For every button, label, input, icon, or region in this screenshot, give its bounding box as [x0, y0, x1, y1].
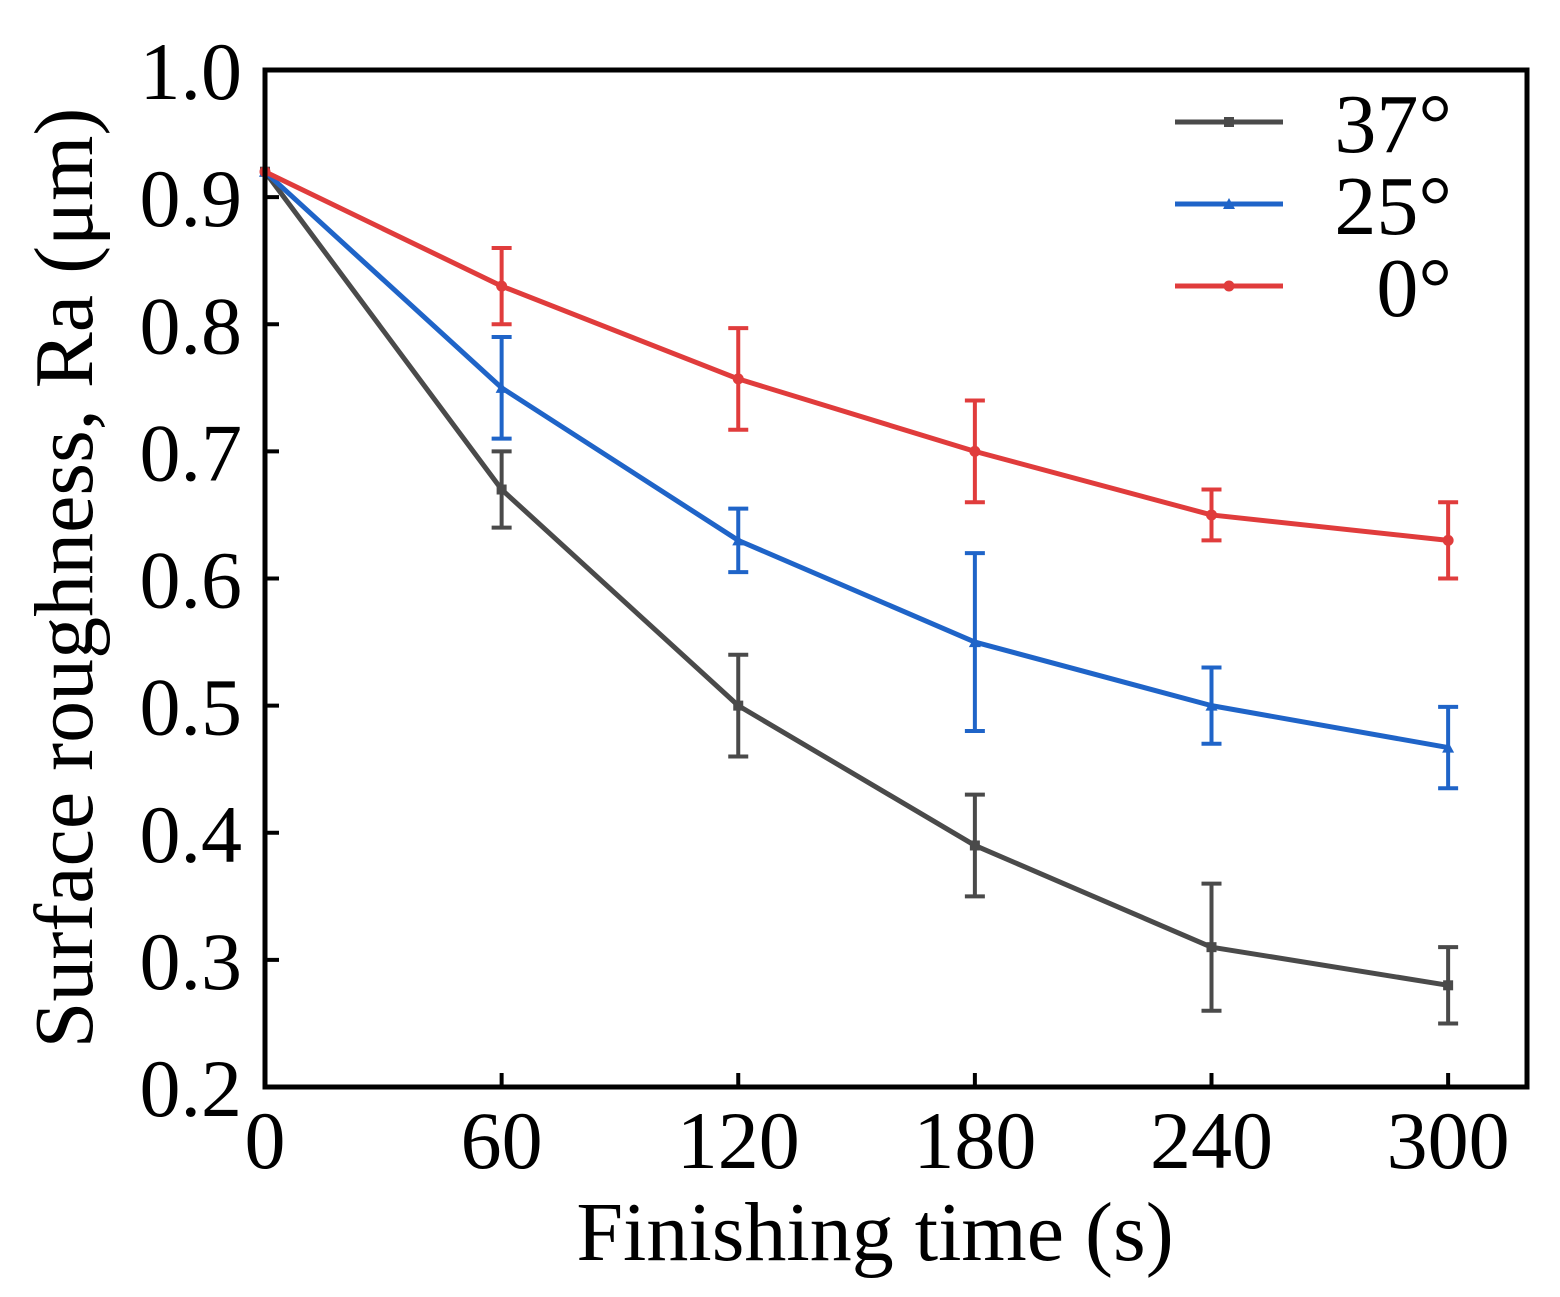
x-tick-label: 240: [1150, 1095, 1273, 1186]
y-tick-label: 0.7: [140, 407, 243, 498]
data-point: [1442, 741, 1455, 753]
y-tick-label: 0.3: [140, 916, 243, 1007]
ticks-layer: 0 60 120 180 240 300 0.2 0.3 0.4 0.5 0.6 0.7 0.8 0.9 1…: [140, 26, 1510, 1186]
data-point: [1442, 534, 1454, 546]
data-point: [732, 534, 745, 546]
data-point: [495, 381, 508, 393]
legend-swatch-marker: [1223, 198, 1235, 209]
x-tick-label: 180: [913, 1095, 1036, 1186]
legend-label: 37°: [1334, 78, 1452, 171]
data-point: [968, 636, 981, 648]
legend-label: 25°: [1334, 160, 1452, 253]
series-1: [259, 165, 1459, 791]
data-point: [1205, 699, 1218, 711]
x-tick-label: 120: [677, 1095, 800, 1186]
legend: 37°25°0°: [1175, 78, 1452, 335]
x-tick-label: 300: [1387, 1095, 1510, 1186]
legend-item: 37°: [1175, 78, 1452, 171]
x-tick-label: 60: [461, 1095, 543, 1186]
series-layer: [259, 165, 1459, 1026]
data-point: [496, 484, 507, 495]
x-axis-title: Finishing time (s): [576, 1186, 1173, 1279]
data-point: [1206, 942, 1217, 953]
data-point: [969, 840, 980, 851]
data-point: [733, 700, 744, 711]
data-point: [1443, 980, 1454, 991]
y-tick-label: 0.2: [140, 1043, 243, 1134]
legend-item: 25°: [1175, 160, 1452, 253]
x-tick-label: 0: [245, 1095, 286, 1186]
y-tick-label: 0.9: [140, 153, 243, 244]
y-tick-label: 0.4: [140, 789, 243, 880]
data-point: [732, 373, 744, 385]
legend-swatch-marker: [1223, 280, 1235, 292]
y-tick-label: 0.8: [140, 280, 243, 371]
legend-item: 0°: [1175, 242, 1452, 335]
series-2: [259, 166, 1459, 581]
legend-label: 0°: [1376, 242, 1452, 335]
series-line: [262, 170, 1449, 988]
legend-swatch-marker: [1224, 117, 1234, 127]
y-tick-label: 0.6: [140, 535, 243, 626]
y-axis-title: Surface roughness, Ra (μm): [18, 108, 111, 1049]
series-line: [263, 169, 1449, 751]
data-point: [969, 445, 981, 457]
data-point: [1206, 509, 1217, 521]
y-tick-label: 0.5: [140, 662, 243, 753]
series-line: [263, 169, 1449, 543]
data-point: [496, 280, 508, 292]
series-0: [260, 166, 1459, 1026]
y-tick-label: 1.0: [140, 26, 243, 117]
